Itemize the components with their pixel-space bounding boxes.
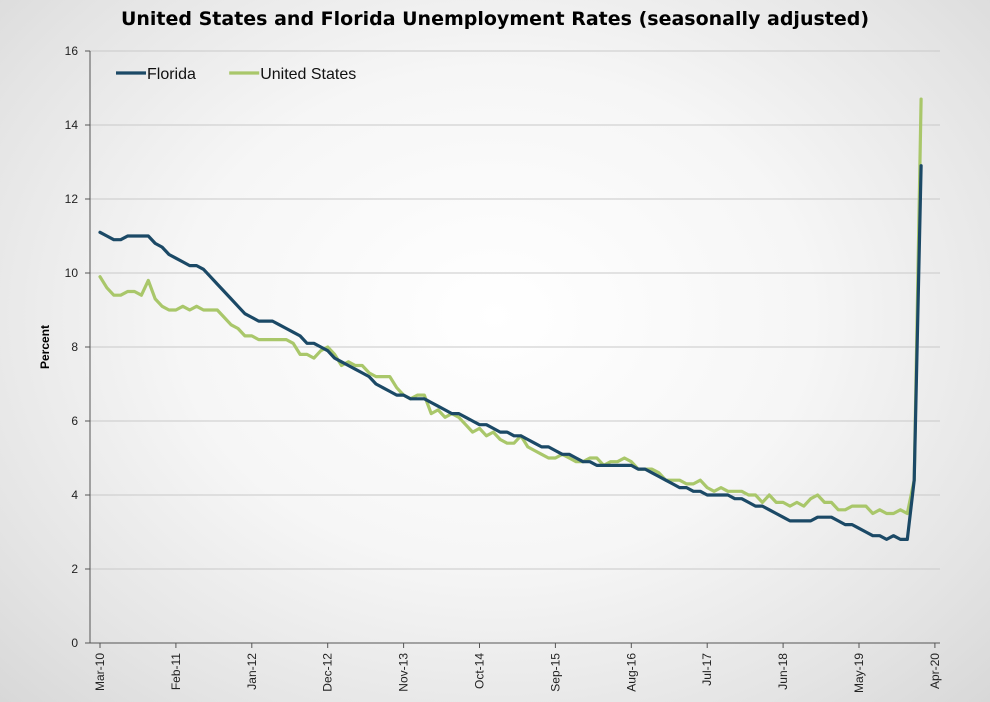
series-line-united-states bbox=[98, 97, 923, 516]
x-tick-label: Oct-14 bbox=[473, 653, 487, 689]
x-tick-label: Dec-12 bbox=[321, 653, 335, 692]
chart-title: United States and Florida Unemployment R… bbox=[120, 8, 870, 30]
x-tick-label: Jun-18 bbox=[776, 653, 790, 690]
x-tick-label: Jan-12 bbox=[245, 653, 259, 690]
x-tick-label: Feb-11 bbox=[169, 653, 183, 690]
y-tick-label: 12 bbox=[65, 192, 79, 206]
legend: Florida United States bbox=[116, 66, 356, 83]
y-tick-label: 4 bbox=[71, 488, 78, 502]
y-tick-label: 16 bbox=[65, 44, 79, 58]
gridlines bbox=[90, 50, 940, 570]
x-tick-label: May-19 bbox=[852, 653, 866, 693]
axes: 0 2 4 6 8 10 12 14 16 Mar-10 Feb-11 Jan-12 Dec-12 Nov… bbox=[65, 44, 942, 693]
y-tick-label: 0 bbox=[71, 636, 78, 650]
y-tick-label: 10 bbox=[65, 266, 79, 280]
x-tick-label: Aug-16 bbox=[624, 653, 638, 692]
series-lines bbox=[98, 97, 923, 542]
y-tick-label: 6 bbox=[71, 414, 78, 428]
legend-label: United States bbox=[260, 66, 356, 83]
y-axis-label: Percent bbox=[38, 325, 52, 369]
series-line-florida bbox=[98, 164, 923, 542]
x-tick-label: Nov-13 bbox=[397, 653, 411, 692]
x-tick-label: Apr-20 bbox=[928, 653, 942, 689]
y-tick-label: 8 bbox=[71, 340, 78, 354]
y-tick-label: 2 bbox=[71, 562, 78, 576]
legend-label: Florida bbox=[147, 66, 196, 83]
x-tick-label: Jul-17 bbox=[700, 653, 714, 686]
y-tick-label: 14 bbox=[65, 118, 79, 132]
x-tick-label: Sep-15 bbox=[548, 653, 562, 692]
x-tick-label: Mar-10 bbox=[93, 653, 107, 691]
